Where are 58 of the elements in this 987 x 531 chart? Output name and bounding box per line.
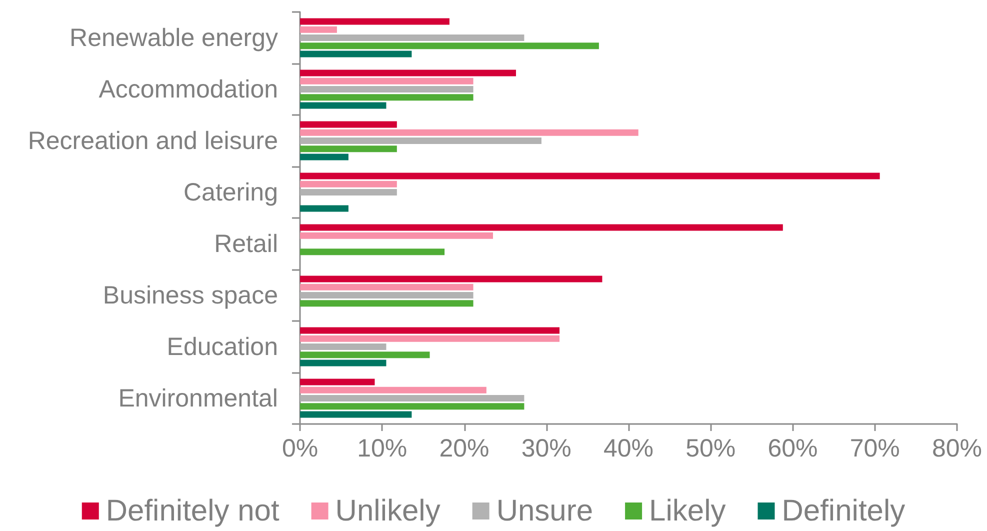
y-tick-label: Retail [214, 230, 278, 258]
bar [300, 180, 397, 188]
bar [300, 121, 397, 128]
y-tick-label: Education [166, 332, 278, 361]
bar [300, 26, 337, 33]
bar [300, 300, 474, 307]
legend-label: Unsure [496, 494, 594, 528]
bar [300, 154, 348, 160]
bar [300, 335, 560, 342]
x-tick-label: 0% [282, 434, 318, 462]
bar [300, 248, 445, 256]
bar [300, 86, 474, 92]
y-tick-label: Business space [102, 281, 278, 310]
legend-label: Definitely [782, 494, 906, 528]
bar [300, 129, 638, 136]
bar [300, 403, 524, 410]
bar [300, 172, 880, 180]
bar [300, 411, 412, 418]
bar [300, 292, 474, 298]
bar [300, 232, 493, 239]
bar [300, 94, 474, 101]
bar [300, 70, 516, 76]
y-tick-label: Environmental [118, 384, 278, 412]
x-tick-label: 40% [603, 434, 654, 462]
x-tick-label: 10% [357, 434, 408, 462]
legend-label: Definitely not [106, 494, 280, 528]
y-tick-label: Catering [184, 178, 278, 206]
bar [300, 284, 474, 290]
bar [300, 395, 524, 402]
x-tick-label: 70% [850, 434, 900, 462]
bar [300, 352, 430, 358]
bar [300, 146, 397, 152]
x-tick-label: 50% [686, 434, 736, 462]
bar [300, 224, 783, 231]
bar [300, 205, 348, 212]
bar [300, 42, 599, 50]
y-tick-label: Renewable energy [70, 24, 278, 52]
y-tick-label: Accommodation [98, 75, 278, 104]
bar [300, 138, 542, 144]
bar [300, 344, 386, 350]
bar [300, 34, 524, 41]
bar [300, 327, 560, 334]
x-tick-label: 30% [521, 434, 572, 462]
bar [300, 360, 386, 366]
bar [300, 18, 450, 25]
bar [300, 189, 397, 196]
x-tick-label: 80% [932, 434, 982, 462]
bar [300, 50, 412, 58]
y-tick-label: Recreation and leisure [28, 126, 278, 155]
x-tick-label: 60% [768, 434, 818, 462]
x-tick-label: 20% [439, 434, 490, 462]
legend-label: Unlikely [335, 494, 440, 528]
bar [300, 102, 386, 109]
bar [300, 78, 474, 84]
bar [300, 378, 375, 386]
legend-label: Likely [649, 494, 726, 528]
bar [300, 276, 602, 282]
bar [300, 386, 486, 394]
